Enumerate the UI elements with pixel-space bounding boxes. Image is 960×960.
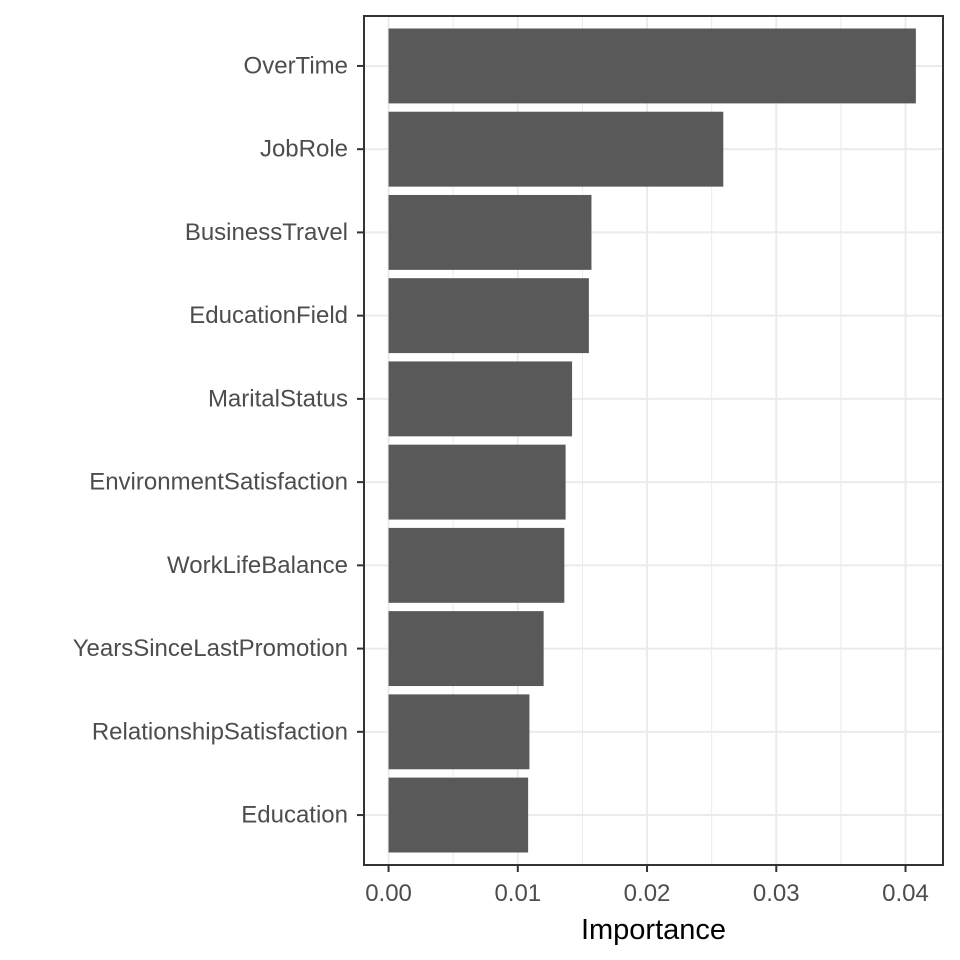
x-tick-label: 0.04 — [882, 880, 929, 907]
bar-YearsSinceLastPromotion — [388, 611, 544, 687]
bar-EnvironmentSatisfaction — [388, 444, 566, 520]
y-tick-label: EnvironmentSatisfaction — [89, 469, 348, 496]
bar-WorkLifeBalance — [388, 527, 565, 603]
bar-EducationField — [388, 278, 589, 354]
bar-RelationshipSatisfaction — [388, 694, 530, 770]
y-tick-label: WorkLifeBalance — [167, 552, 348, 579]
y-axis: OverTime JobRole BusinessTravel EducationFi… — [73, 52, 364, 829]
x-axis-title: Importance — [581, 914, 726, 946]
x-tick-label: 0.02 — [624, 880, 671, 907]
bar-OverTime — [388, 28, 916, 104]
bar-JobRole — [388, 111, 724, 187]
y-tick-label: Education — [241, 802, 348, 829]
x-tick-label: 0.03 — [753, 880, 800, 907]
y-tick-label: YearsSinceLastPromotion — [73, 635, 348, 662]
panel-border — [363, 15, 944, 866]
y-tick-label: EducationField — [189, 302, 348, 329]
y-tick-label: BusinessTravel — [185, 219, 348, 246]
y-tick-label: JobRole — [260, 136, 348, 163]
y-tick-label: MaritalStatus — [208, 385, 348, 412]
bar-Education — [388, 777, 529, 853]
x-tick-label: 0.01 — [494, 880, 541, 907]
x-tick-label: 0.00 — [365, 880, 412, 907]
y-tick-label: RelationshipSatisfaction — [92, 718, 348, 745]
y-tick-label: OverTime — [244, 52, 348, 79]
bar-MaritalStatus — [388, 361, 573, 437]
bar-BusinessTravel — [388, 194, 592, 270]
x-axis: 0.00 0.01 0.02 0.03 0.04 — [365, 865, 929, 907]
bars — [388, 28, 916, 853]
